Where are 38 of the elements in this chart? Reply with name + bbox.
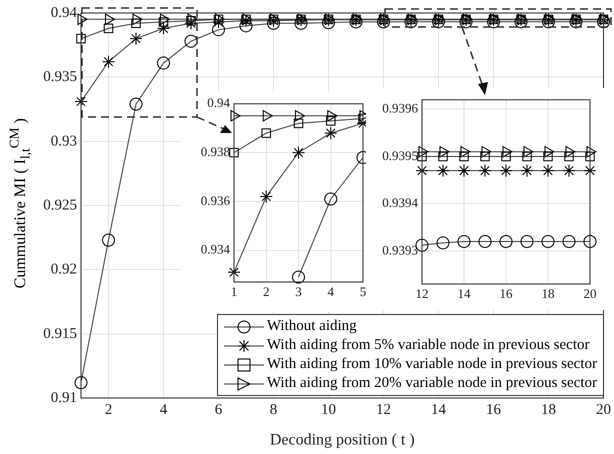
x-tick-label: 4 — [160, 402, 168, 418]
y-tick-label: 0.91 — [50, 390, 77, 406]
x-tick-label: 14 — [431, 402, 446, 418]
x-tick-label: 12 — [416, 286, 428, 302]
y-tick-label: 0.925 — [43, 197, 77, 214]
y-tick-label: 0.94 — [50, 4, 78, 21]
x-tick-label: 2 — [104, 402, 112, 418]
x-tick-label: 8 — [270, 402, 278, 418]
legend-label: With aiding from 10% variable node in previous sector — [266, 356, 597, 373]
x-tick-label: 5 — [360, 284, 366, 300]
legend-label: Without aiding — [266, 318, 357, 335]
x-axis-title: Decoding position ( t ) — [270, 432, 415, 449]
y-tick-label: 0.94 — [207, 95, 230, 110]
y-tick-label: 0.93 — [50, 133, 77, 150]
x-tick-label: 16 — [500, 286, 513, 302]
x-tick-label: 3 — [295, 284, 302, 300]
y-tick-label: 0.915 — [43, 326, 77, 342]
y-tick-label: 0.92 — [50, 262, 77, 278]
x-tick-label: 14 — [458, 286, 471, 302]
x-tick-label: 10 — [321, 402, 336, 418]
x-tick-label: 20 — [584, 286, 596, 302]
y-tick-label: 0.935 — [43, 69, 77, 86]
x-tick-label: 16 — [486, 402, 502, 418]
x-tick-label: 6 — [214, 402, 223, 418]
x-tick-label: 12 — [376, 402, 391, 418]
x-tick-label: 20 — [596, 402, 611, 418]
y-tick-label: 0.9396 — [382, 100, 418, 116]
x-tick-label: 1 — [230, 284, 238, 300]
y-tick-label: 0.9393 — [382, 242, 418, 258]
x-tick-label: 4 — [328, 284, 334, 300]
x-tick-label: 18 — [542, 286, 554, 302]
y-tick-label: 0.936 — [200, 192, 230, 208]
x-tick-label: 2 — [263, 284, 270, 300]
x-tick-label: 18 — [541, 402, 556, 418]
legend-label: With aiding from 20% variable node in previous sector — [266, 375, 597, 392]
y-tick-label: 0.934 — [200, 242, 230, 257]
legend-label: With aiding from 5% variable node in previous sector — [266, 337, 590, 354]
y-tick-label: 0.9394 — [382, 195, 418, 210]
